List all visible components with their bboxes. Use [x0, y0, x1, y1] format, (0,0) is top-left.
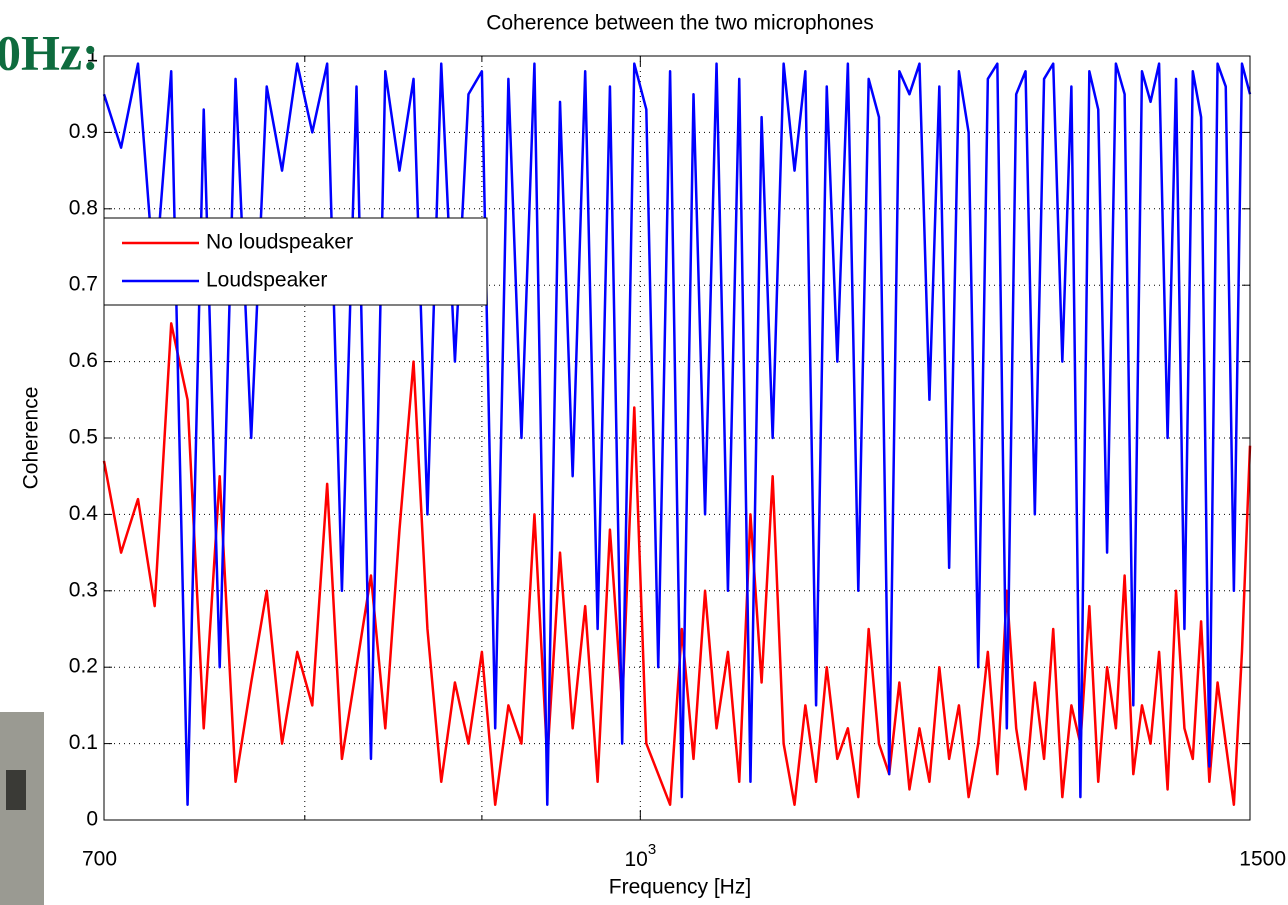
y-tick-label: 1	[86, 44, 98, 67]
y-tick-label: 0.2	[69, 655, 98, 678]
legend: No loudspeaker Loudspeaker	[103, 217, 488, 306]
y-tick-label: 0.6	[69, 349, 98, 372]
series-line	[102, 322, 1252, 806]
y-tick-label: 0.9	[69, 120, 98, 143]
x-axis-label: Frequency [Hz]	[609, 876, 751, 899]
y-tick-label: 0.7	[69, 273, 98, 296]
x-tick-label: 103	[624, 841, 656, 871]
legend-label: No loudspeaker	[206, 231, 353, 254]
slide-fragment: 0Hz:	[0, 24, 99, 80]
y-tick-label: 0.5	[69, 426, 98, 449]
photo-object	[6, 770, 26, 810]
y-tick-label: 0.3	[69, 578, 98, 601]
x-tick-label: 1500	[1239, 848, 1286, 871]
y-tick-label: 0	[86, 808, 98, 831]
y-tick-label: 0.4	[69, 502, 99, 525]
chart-title: Coherence between the two microphones	[486, 12, 874, 35]
y-tick-label: 0.1	[69, 731, 98, 754]
plot-frame	[103, 55, 1251, 821]
y-tick-label: 0.8	[69, 196, 98, 219]
x-tick-label: 700	[82, 848, 117, 871]
legend-box	[103, 217, 488, 306]
legend-label: Loudspeaker	[206, 269, 327, 292]
series-line	[102, 62, 1252, 806]
y-axis-label: Coherence	[20, 387, 43, 490]
